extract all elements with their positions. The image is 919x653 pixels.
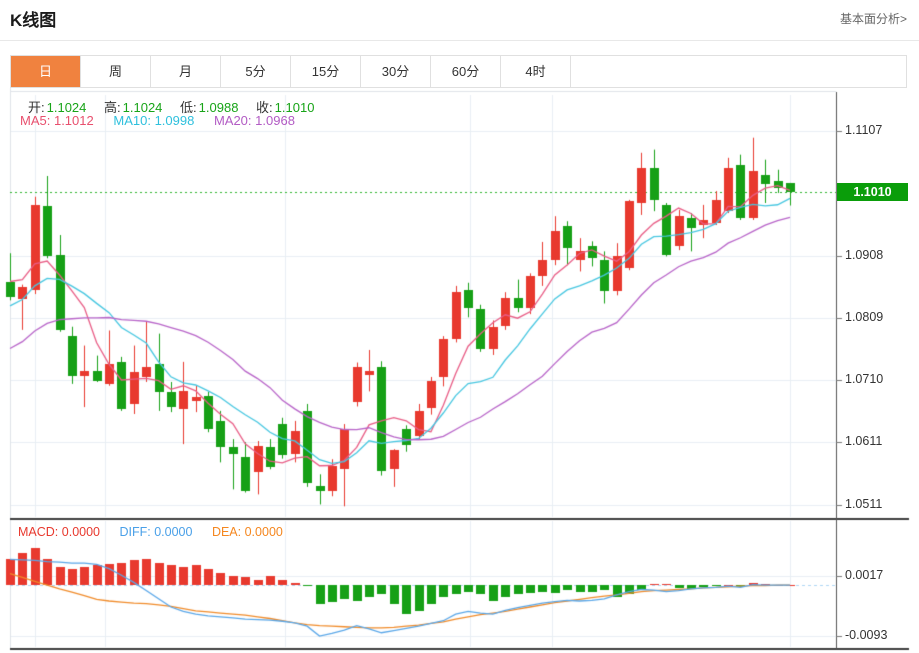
low-label: 低:	[180, 100, 197, 115]
macd-label: MACD:	[18, 525, 59, 539]
high-value: 1.1024	[122, 100, 163, 115]
ma20-value: 1.0968	[255, 113, 295, 128]
ma5-label: MA5:	[20, 113, 51, 128]
close-value: 1.1010	[274, 100, 315, 115]
header-divider	[0, 40, 919, 41]
macd-value: 0.0000	[61, 525, 100, 539]
tabbar-filler	[571, 56, 906, 87]
close-label: 收:	[256, 100, 273, 115]
open-label: 开:	[28, 100, 45, 115]
tab-周[interactable]: 周	[81, 56, 151, 87]
price-tick-label: 1.0511	[845, 497, 883, 512]
macd-tick-label: -0.0093	[845, 628, 888, 643]
dea-value: 0.0000	[244, 525, 283, 539]
open-value: 1.1024	[46, 100, 87, 115]
ohlc-readout: 开: 1.1024 高: 1.1024 低: 1.0988 收: 1.1010	[28, 97, 328, 116]
price-tick-label: 1.1107	[845, 122, 883, 137]
ma10-value: 1.0998	[154, 113, 195, 128]
diff-label: DIFF:	[119, 525, 151, 539]
fundamental-analysis-link[interactable]: 基本面分析>	[839, 12, 907, 26]
ma5-value: 1.1012	[53, 113, 94, 128]
low-value: 1.0988	[198, 100, 239, 115]
ma20-label: MA20:	[213, 113, 252, 128]
page-title: K线图	[10, 11, 57, 30]
price-tick-label: 1.0809	[845, 309, 884, 324]
tab-日[interactable]: 日	[11, 56, 81, 87]
price-tick-label: 1.0908	[845, 247, 884, 262]
tab-60分[interactable]: 60分	[431, 56, 501, 87]
dea-label: DEA:	[211, 525, 242, 539]
diff-value: 0.0000	[154, 525, 193, 539]
tab-15分[interactable]: 15分	[291, 56, 361, 87]
current-price-badge: 1.1010	[837, 182, 908, 201]
price-tick-label: 1.0710	[845, 372, 884, 387]
tab-4时[interactable]: 4时	[501, 56, 571, 87]
high-label: 高:	[104, 100, 121, 115]
tab-5分[interactable]: 5分	[221, 56, 291, 87]
tab-30分[interactable]: 30分	[361, 56, 431, 87]
price-tick-label: 1.0611	[845, 434, 883, 449]
ma-readout: MA5: 1.1012 MA10: 1.0998 MA20: 1.0968	[20, 113, 311, 128]
period-tabbar: 日周月 5分 15分 30分 60分 4时	[10, 55, 907, 88]
tab-月[interactable]: 月	[151, 56, 221, 87]
ma10-label: MA10:	[113, 113, 151, 128]
macd-tick-label: 0.0017	[845, 567, 884, 582]
macd-readout: MACD: 0.0000 DIFF: 0.0000 DEA: 0.0000	[18, 525, 299, 539]
